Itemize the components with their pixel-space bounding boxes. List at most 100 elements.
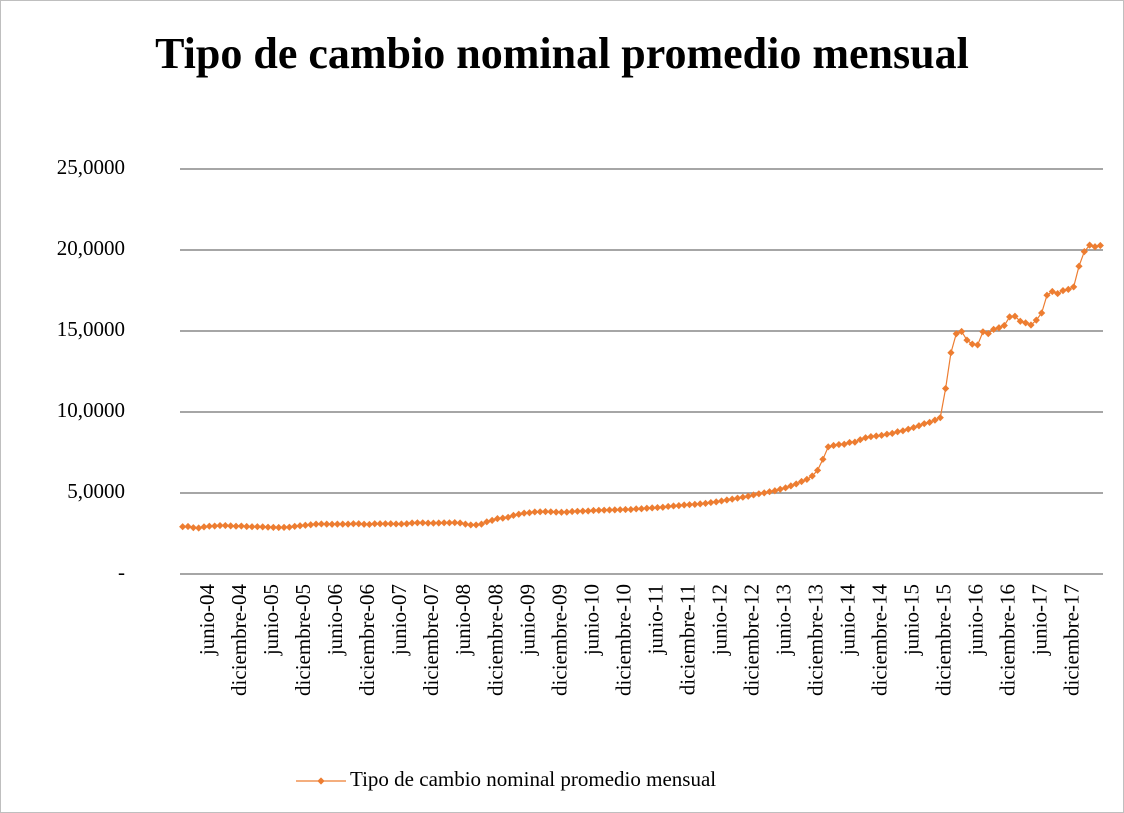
data-marker — [1064, 285, 1072, 293]
data-marker — [680, 501, 688, 509]
data-marker — [397, 520, 406, 528]
data-marker — [440, 519, 448, 527]
data-marker — [915, 422, 923, 430]
data-marker — [696, 500, 704, 508]
data-marker — [573, 507, 582, 515]
data-marker — [525, 509, 534, 517]
data-marker — [408, 519, 416, 527]
data-marker — [451, 519, 459, 527]
data-marker — [1086, 241, 1094, 249]
x-tick-label: diciembre-08 — [483, 584, 507, 696]
data-marker — [360, 520, 368, 528]
data-marker — [200, 523, 208, 531]
data-marker — [483, 518, 491, 526]
data-marker — [942, 384, 950, 393]
data-marker — [253, 523, 261, 531]
data-marker — [344, 520, 352, 528]
y-tick-label: - — [118, 560, 125, 584]
data-marker — [563, 508, 571, 516]
data-marker — [541, 508, 550, 516]
x-tick-label: diciembre-06 — [355, 584, 379, 696]
data-marker — [845, 438, 854, 447]
data-marker — [1038, 309, 1046, 317]
data-marker — [648, 504, 656, 512]
data-marker — [1075, 262, 1083, 270]
x-tick-label: diciembre-09 — [547, 584, 571, 696]
data-marker — [808, 472, 816, 480]
data-marker — [755, 490, 763, 498]
x-tick-label: junio-12 — [707, 584, 731, 656]
data-marker — [509, 511, 518, 519]
x-tick-label: junio-04 — [195, 584, 219, 657]
x-tick-label: junio-08 — [451, 584, 475, 656]
data-marker — [285, 523, 293, 531]
data-marker — [931, 416, 939, 424]
x-tick-label: diciembre-17 — [1059, 584, 1083, 696]
x-tick-label: junio-13 — [771, 584, 795, 656]
data-marker — [355, 520, 363, 528]
data-marker — [232, 522, 240, 530]
x-tick-label: diciembre-05 — [291, 584, 315, 696]
x-tick-label: diciembre-12 — [739, 584, 763, 696]
data-marker — [269, 523, 277, 531]
x-tick-label: diciembre-16 — [995, 584, 1019, 696]
data-marker — [600, 506, 608, 514]
data-marker — [317, 520, 325, 528]
data-marker — [792, 480, 800, 488]
data-marker — [424, 519, 432, 527]
data-marker — [787, 482, 795, 490]
data-marker — [974, 341, 982, 349]
data-marker — [990, 325, 998, 333]
data-marker — [712, 498, 720, 506]
data-marker — [797, 477, 806, 486]
data-marker — [589, 506, 598, 515]
data-marker — [1027, 321, 1035, 329]
data-marker — [429, 519, 438, 527]
y-tick-label: 5,0000 — [67, 479, 125, 503]
x-tick-label: junio-11 — [643, 584, 667, 655]
series-line — [182, 244, 1101, 529]
data-marker — [637, 505, 646, 513]
data-marker — [392, 520, 400, 528]
data-marker — [1070, 283, 1078, 291]
data-marker — [413, 519, 422, 527]
data-marker — [835, 440, 843, 449]
data-marker — [829, 441, 838, 450]
data-marker — [264, 523, 272, 531]
data-marker — [381, 520, 390, 528]
data-marker — [280, 523, 288, 531]
data-marker — [371, 520, 379, 528]
data-marker — [189, 524, 197, 532]
data-marker — [744, 492, 752, 500]
data-marker — [419, 519, 427, 527]
data-marker — [861, 434, 870, 442]
x-tick-label: junio-14 — [835, 584, 859, 657]
y-tick-label: 20,0000 — [57, 236, 125, 260]
data-marker — [1016, 317, 1024, 325]
data-marker — [1000, 321, 1008, 330]
data-marker — [872, 432, 880, 440]
data-marker — [856, 436, 864, 444]
data-marker — [595, 506, 603, 514]
data-marker — [883, 430, 891, 438]
data-marker — [211, 522, 219, 530]
data-marker — [205, 522, 213, 530]
data-marker — [557, 508, 566, 516]
data-marker — [333, 520, 341, 528]
data-marker — [947, 349, 955, 357]
data-marker — [1011, 312, 1019, 320]
data-marker — [968, 340, 976, 348]
data-marker — [275, 523, 283, 532]
data-marker — [504, 513, 512, 521]
data-marker — [435, 519, 443, 527]
x-tick-label: diciembre-15 — [931, 584, 955, 696]
x-tick-label: diciembre-10 — [611, 584, 635, 696]
data-marker — [995, 324, 1003, 332]
data-marker — [1096, 241, 1104, 250]
x-tick-label: diciembre-11 — [675, 584, 699, 695]
data-marker — [531, 508, 539, 516]
data-marker — [552, 508, 560, 516]
data-marker — [936, 414, 944, 422]
data-marker — [339, 520, 347, 528]
